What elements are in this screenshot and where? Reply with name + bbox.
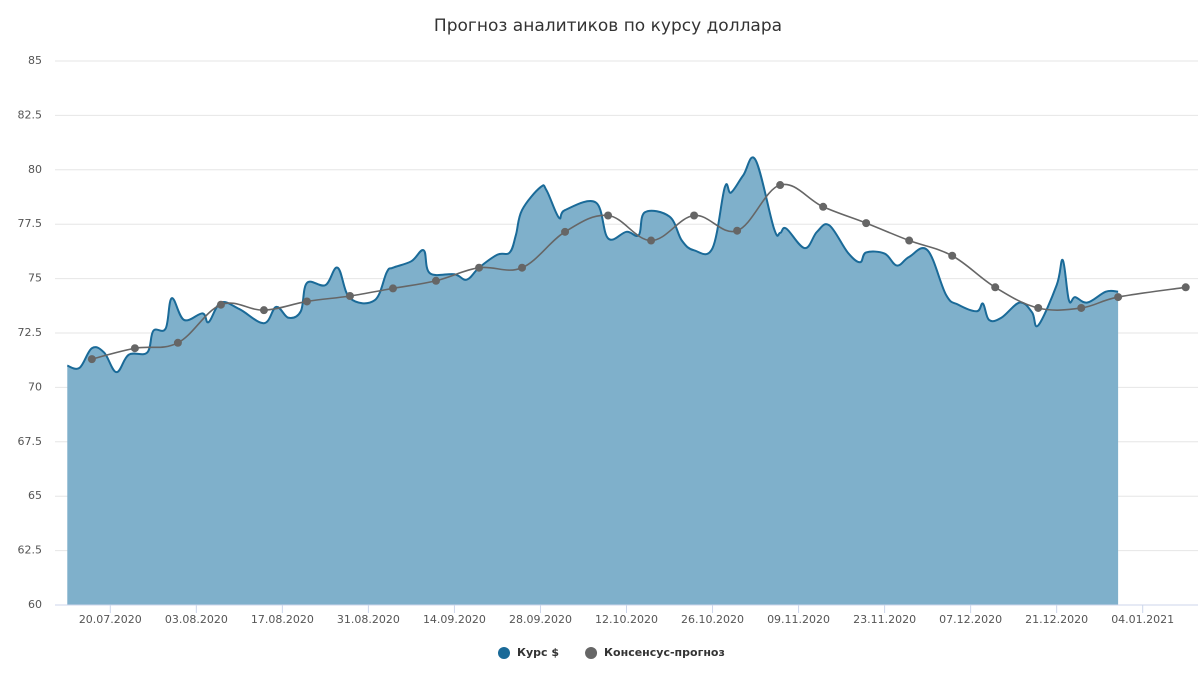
point (776, 181, 785, 190)
point (604, 211, 613, 220)
point (819, 202, 828, 211)
x-tick-label: 20.07.2020 (79, 613, 142, 626)
point (991, 283, 1000, 292)
y-tick-label: 75 (28, 272, 42, 285)
x-tick-label: 31.08.2020 (337, 613, 400, 626)
y-tick-label: 72.5 (18, 326, 43, 339)
point (948, 251, 957, 260)
point (432, 276, 440, 285)
y-tick-label: 80 (28, 163, 42, 176)
y-tick-label: 77.5 (18, 217, 43, 230)
y-tick-label: 60 (28, 598, 42, 611)
legend-marker (498, 647, 510, 659)
legend-label: Курс $ (517, 646, 559, 659)
x-tick-label: 03.08.2020 (165, 613, 228, 626)
x-tick-label: 07.12.2020 (939, 613, 1002, 626)
point (475, 263, 484, 272)
y-tick-label: 67.5 (18, 435, 43, 448)
point (1034, 303, 1043, 312)
x-tick-label: 09.11.2020 (767, 613, 830, 626)
point (862, 219, 871, 228)
x-tick-label: 14.09.2020 (423, 613, 486, 626)
point (345, 292, 354, 301)
point (561, 227, 570, 236)
x-tick-label: 28.09.2020 (509, 613, 572, 626)
legend-label: Консенсус-прогноз (604, 646, 725, 659)
x-tick-label: 04.01.2021 (1111, 613, 1174, 626)
x-tick-label: 17.08.2020 (251, 613, 314, 626)
x-tick-label: 26.10.2020 (681, 613, 744, 626)
point (647, 236, 656, 245)
x-tick-label: 21.12.2020 (1025, 613, 1088, 626)
point (130, 344, 139, 353)
point (216, 300, 225, 309)
point (388, 284, 397, 293)
legend-marker (585, 647, 598, 659)
point (733, 226, 742, 235)
point (690, 211, 699, 220)
chart-title: Прогноз аналитиков по курсу доллара (434, 16, 782, 36)
point (1181, 283, 1190, 292)
y-tick-label: 82.5 (18, 108, 43, 121)
point (518, 263, 527, 272)
y-tick-label: 85 (28, 54, 42, 67)
point (173, 338, 182, 347)
point (259, 306, 268, 315)
x-tick-label: 23.11.2020 (853, 613, 916, 626)
y-tick-label: 70 (28, 380, 42, 393)
point (87, 355, 96, 364)
y-tick-label: 65 (28, 489, 42, 502)
point (302, 297, 311, 306)
y-tick-label: 62.5 (18, 544, 43, 557)
point (905, 236, 914, 245)
area-fill (67, 157, 1119, 605)
point (1114, 293, 1123, 302)
point (1077, 303, 1086, 312)
x-tick-label: 12.10.2020 (595, 613, 658, 626)
